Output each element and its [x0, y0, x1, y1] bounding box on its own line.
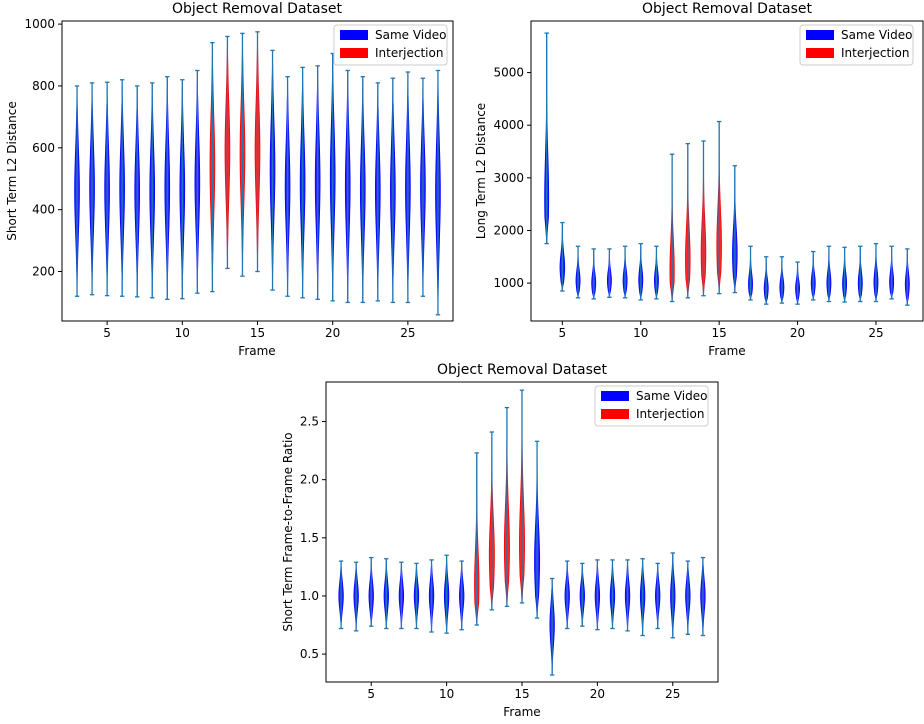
x-axis-label: Frame: [503, 705, 540, 719]
y-tick-label: 1000: [24, 17, 55, 31]
y-tick-label: 1.5: [300, 531, 319, 545]
x-tick-label: 25: [400, 326, 415, 340]
chart-frame-ratio: Object Removal Dataset Short Term Frame-…: [281, 362, 719, 719]
x-tick-label: 25: [868, 326, 883, 340]
y-tick-label: 1000: [493, 276, 524, 290]
legend: Same Video Interjection: [799, 24, 914, 66]
legend-swatch-interjection: [601, 409, 629, 419]
x-ticks: 5 10 15 20 25: [367, 682, 680, 701]
legend-swatch-same-video: [601, 391, 629, 401]
x-tick-label: 15: [514, 687, 529, 701]
y-axis-label: Short Term Frame-to-Frame Ratio: [281, 432, 295, 631]
plot-frame: [325, 381, 719, 683]
y-tick-label: 800: [32, 79, 55, 93]
violin-group: [338, 389, 706, 676]
y-tick-label: 200: [32, 265, 55, 279]
chart-short-term-l2: Object Removal Dataset Short Term L2 Dis…: [5, 1, 454, 358]
y-tick-label: 5000: [493, 66, 524, 80]
y-ticks: 200 400 600 800 1000: [24, 17, 62, 279]
x-tick-label: 10: [439, 687, 454, 701]
x-tick-label: 25: [665, 687, 680, 701]
legend-swatch-interjection: [806, 48, 834, 58]
x-tick-label: 5: [559, 326, 567, 340]
y-ticks: 1000 2000 3000 4000 5000: [493, 66, 531, 290]
legend-swatch-same-video: [340, 30, 368, 40]
legend: Same Video Interjection: [333, 24, 448, 66]
plot-frame: [61, 20, 454, 322]
y-ticks: 0.5 1.0 1.5 2.0 2.5: [300, 415, 326, 661]
y-tick-label: 3000: [493, 171, 524, 185]
x-tick-label: 5: [367, 687, 375, 701]
x-ticks: 5 10 15 20 25: [103, 321, 416, 340]
legend-label-same-video: Same Video: [841, 28, 912, 42]
x-tick-label: 5: [103, 326, 111, 340]
x-tick-label: 20: [790, 326, 805, 340]
chart-title: Object Removal Dataset: [437, 362, 608, 378]
y-tick-label: 400: [32, 203, 55, 217]
chart-title: Object Removal Dataset: [642, 1, 813, 17]
y-tick-label: 2.5: [300, 415, 319, 429]
y-axis-label: Long Term L2 Distance: [474, 103, 488, 239]
x-tick-label: 20: [590, 687, 605, 701]
y-tick-label: 2.0: [300, 473, 319, 487]
y-axis-label: Short Term L2 Distance: [5, 101, 19, 241]
x-tick-label: 15: [712, 326, 727, 340]
violin-group: [74, 31, 441, 316]
legend-swatch-same-video: [806, 30, 834, 40]
x-tick-label: 10: [633, 326, 648, 340]
legend: Same Video Interjection: [594, 385, 709, 427]
chart-title: Object Removal Dataset: [172, 1, 343, 17]
y-tick-label: 2000: [493, 223, 524, 237]
legend-label-interjection: Interjection: [636, 407, 704, 421]
chart-long-term-l2: Object Removal Dataset Long Term L2 Dist…: [474, 1, 924, 358]
y-tick-label: 4000: [493, 118, 524, 132]
x-axis-label: Frame: [238, 344, 275, 358]
legend-swatch-interjection: [340, 48, 368, 58]
violin-group: [544, 32, 910, 306]
x-tick-label: 10: [175, 326, 190, 340]
legend-label-interjection: Interjection: [841, 46, 909, 60]
y-tick-label: 0.5: [300, 647, 319, 661]
x-tick-label: 15: [250, 326, 265, 340]
x-axis-label: Frame: [708, 344, 745, 358]
y-tick-label: 1.0: [300, 589, 319, 603]
legend-label-same-video: Same Video: [375, 28, 446, 42]
x-ticks: 5 10 15 20 25: [559, 321, 884, 340]
y-tick-label: 600: [32, 141, 55, 155]
plot-frame: [530, 20, 924, 322]
legend-label-interjection: Interjection: [375, 46, 443, 60]
legend-label-same-video: Same Video: [636, 389, 707, 403]
x-tick-label: 20: [325, 326, 340, 340]
